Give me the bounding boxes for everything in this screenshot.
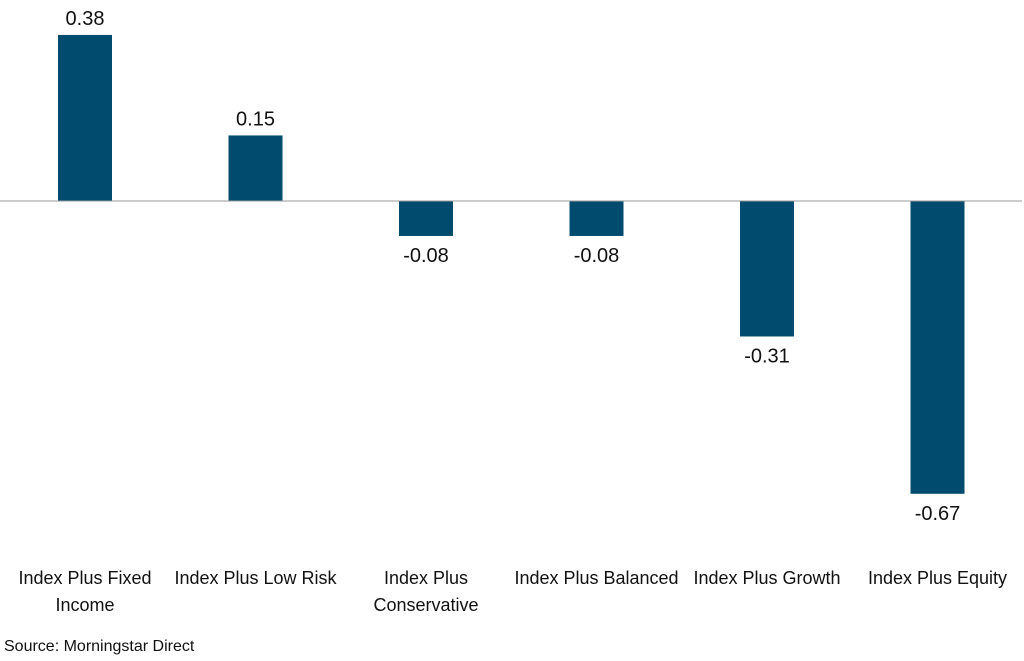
- data-label-4: -0.08: [574, 245, 620, 267]
- category-label-4: Index Plus Balanced: [514, 568, 678, 588]
- bar-5: [740, 201, 794, 337]
- bar-2: [228, 135, 283, 201]
- value-labels-group: 0.38 0.15 -0.08 -0.08 -0.31 -0.67: [66, 8, 961, 525]
- category-label-2: Index Plus Low Risk: [174, 568, 337, 588]
- data-label-1: 0.38: [66, 8, 105, 30]
- source-note: Source: Morningstar Direct: [4, 638, 195, 655]
- data-label-5: -0.31: [744, 345, 790, 367]
- data-label-2: 0.15: [236, 108, 275, 130]
- category-labels-group: Index Plus Fixed Income Index Plus Low Ris…: [18, 568, 1007, 615]
- category-label-3: Index Plus Conservative: [373, 568, 478, 615]
- category-label-1: Index Plus Fixed Income: [18, 568, 151, 615]
- bars-group: [58, 34, 965, 494]
- bar-6: [910, 201, 965, 494]
- data-label-6: -0.67: [915, 503, 961, 525]
- bar-1: [58, 34, 112, 201]
- category-label-6: Index Plus Equity: [868, 568, 1007, 588]
- category-label-5: Index Plus Growth: [693, 568, 840, 588]
- data-label-3: -0.08: [403, 245, 449, 267]
- bar-4: [569, 201, 624, 236]
- bar-3: [399, 201, 453, 236]
